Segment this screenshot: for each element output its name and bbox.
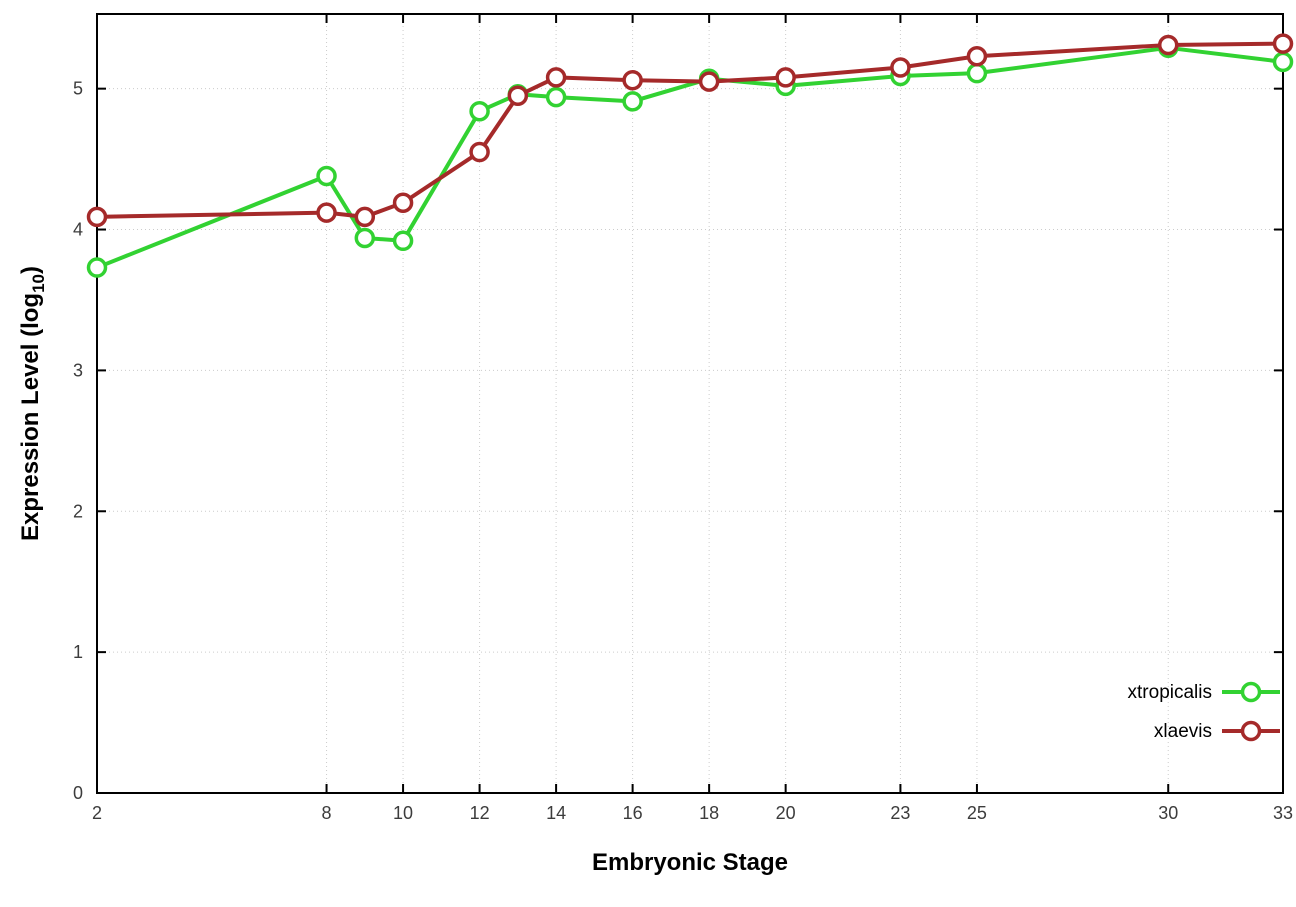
legend-label-xtropicalis: xtropicalis [1128, 682, 1212, 703]
x-tick-label: 14 [546, 803, 566, 823]
data-point-xlaevis [86, 206, 108, 228]
data-point-xlaevis [622, 69, 643, 91]
y-tick-label: 5 [73, 79, 83, 99]
series-line-xlaevis [95, 41, 1285, 219]
y-tick-label: 3 [73, 360, 83, 380]
x-tick-label: 2 [92, 803, 102, 823]
data-point-xtropicalis [545, 86, 567, 108]
data-point-xtropicalis [966, 62, 988, 84]
axis-ticks [96, 14, 1284, 794]
grid [96, 14, 1284, 794]
y-tick-label: 0 [73, 783, 83, 803]
data-point-xlaevis [507, 85, 529, 106]
x-tick-label: 12 [470, 803, 490, 823]
data-point-xtropicalis [392, 230, 414, 252]
data-point-xtropicalis [622, 91, 643, 112]
legend-entry-xlaevis: xlaevis [1154, 720, 1280, 742]
y-tick-label: 2 [73, 501, 83, 521]
y-tick-label: 1 [73, 642, 83, 662]
data-point-xlaevis [392, 192, 414, 214]
legend-marker [1240, 681, 1262, 703]
data-point-xtropicalis [1272, 51, 1294, 73]
data-point-xlaevis [698, 71, 720, 92]
data-point-xtropicalis [354, 227, 376, 249]
legend-entry-xtropicalis: xtropicalis [1128, 681, 1280, 703]
data-point-xlaevis [775, 67, 796, 88]
x-tick-label: 8 [322, 803, 332, 823]
data-point-xlaevis [1272, 33, 1294, 54]
y-axis-title: Expression Level (log10) [17, 266, 48, 541]
data-point-xtropicalis [316, 165, 337, 187]
x-tick-label: 33 [1273, 803, 1293, 823]
x-tick-label: 30 [1158, 803, 1178, 823]
legend: xtropicalis xlaevis [1128, 681, 1280, 742]
legend-label-xlaevis: xlaevis [1154, 721, 1212, 742]
x-axis-title: Embryonic Stage [592, 849, 788, 876]
data-point-xtropicalis [86, 257, 108, 278]
x-tick-label: 25 [967, 803, 987, 823]
x-tick-label: 23 [890, 803, 910, 823]
data-point-xtropicalis [469, 100, 490, 122]
data-point-xlaevis [316, 202, 337, 223]
data-point-xlaevis [469, 141, 490, 163]
x-tick-label: 18 [699, 803, 719, 823]
data-point-xlaevis [354, 206, 376, 228]
legend-marker [1240, 720, 1262, 742]
x-tick-label: 16 [623, 803, 643, 823]
data-point-xlaevis [890, 57, 911, 78]
data-point-xlaevis [1157, 34, 1179, 56]
x-tick-label: 10 [393, 803, 413, 823]
data-point-xlaevis [545, 67, 567, 88]
x-tick-label: 20 [776, 803, 796, 823]
data-point-xlaevis [966, 46, 988, 67]
y-tick-label: 4 [73, 220, 83, 240]
plot-border [96, 13, 1284, 794]
